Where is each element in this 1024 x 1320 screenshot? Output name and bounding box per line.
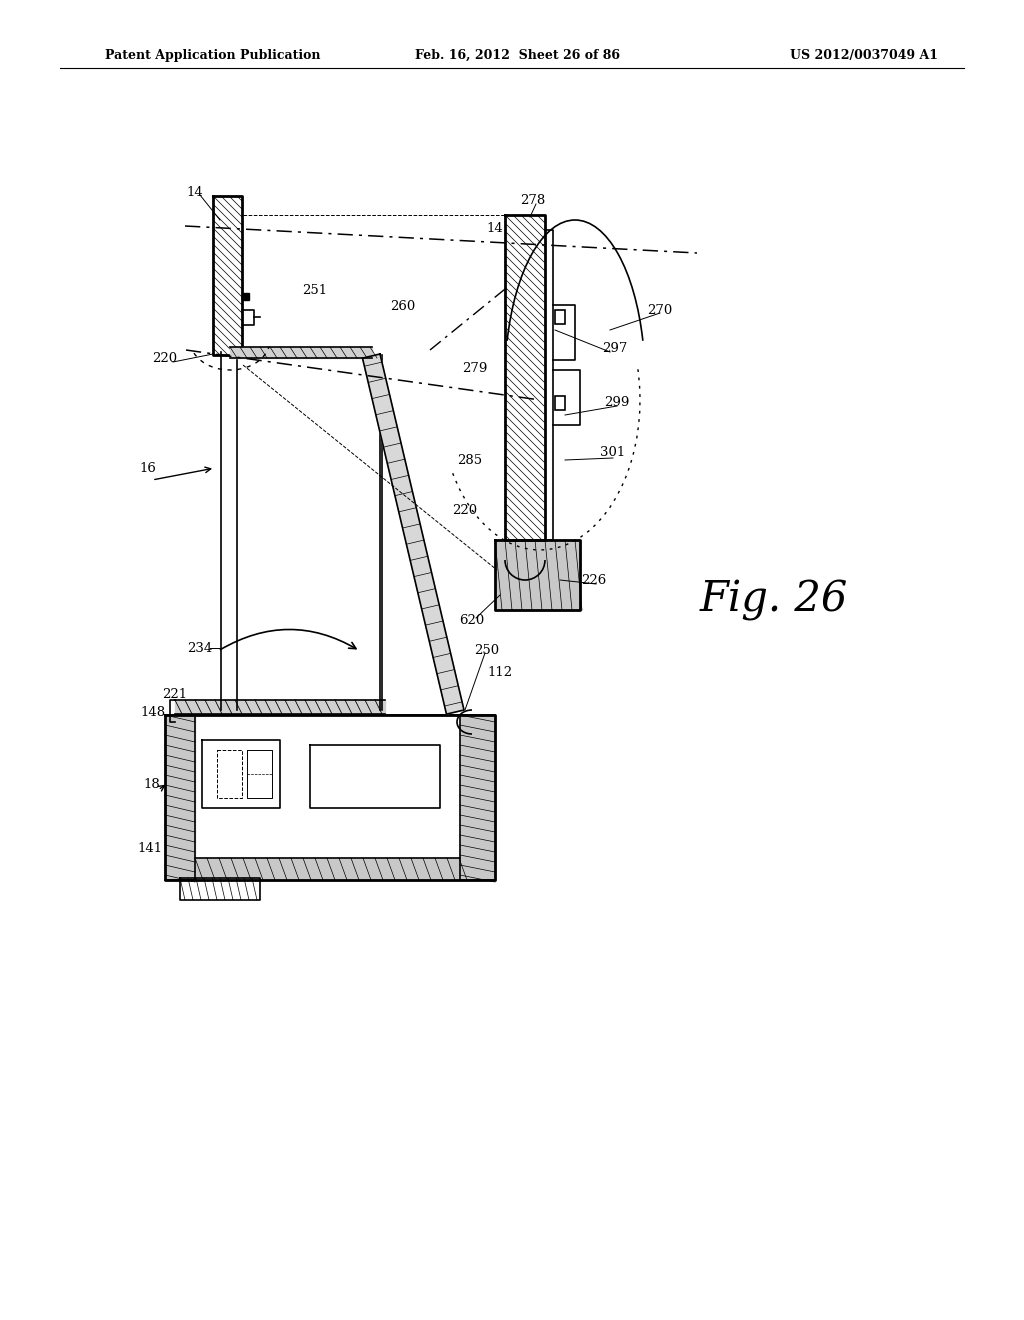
Text: 250: 250 <box>474 644 500 656</box>
Text: 141: 141 <box>137 842 163 854</box>
Polygon shape <box>362 354 464 714</box>
Text: 279: 279 <box>462 362 487 375</box>
Text: 270: 270 <box>647 304 673 317</box>
Text: 220: 220 <box>453 503 477 516</box>
Text: 278: 278 <box>520 194 546 206</box>
Bar <box>555 310 565 323</box>
Text: 620: 620 <box>460 614 484 627</box>
Text: 14: 14 <box>186 186 204 198</box>
Text: 148: 148 <box>140 705 166 718</box>
Text: 299: 299 <box>604 396 630 408</box>
Text: 234: 234 <box>187 642 213 655</box>
Text: 260: 260 <box>390 301 416 314</box>
Bar <box>555 396 565 411</box>
Text: US 2012/0037049 A1: US 2012/0037049 A1 <box>790 49 938 62</box>
Bar <box>242 293 249 300</box>
Text: 297: 297 <box>602 342 628 355</box>
Text: 301: 301 <box>600 446 626 459</box>
Text: 221: 221 <box>163 689 187 701</box>
Text: 112: 112 <box>487 665 513 678</box>
Text: 16: 16 <box>139 462 157 474</box>
Text: 251: 251 <box>302 284 328 297</box>
Text: 18: 18 <box>143 777 161 791</box>
Text: Fig. 26: Fig. 26 <box>700 579 848 620</box>
Text: Feb. 16, 2012  Sheet 26 of 86: Feb. 16, 2012 Sheet 26 of 86 <box>415 49 620 62</box>
Text: 285: 285 <box>458 454 482 466</box>
Text: Patent Application Publication: Patent Application Publication <box>105 49 321 62</box>
Text: 226: 226 <box>582 573 606 586</box>
Text: 14: 14 <box>486 222 504 235</box>
Text: 220: 220 <box>153 351 177 364</box>
